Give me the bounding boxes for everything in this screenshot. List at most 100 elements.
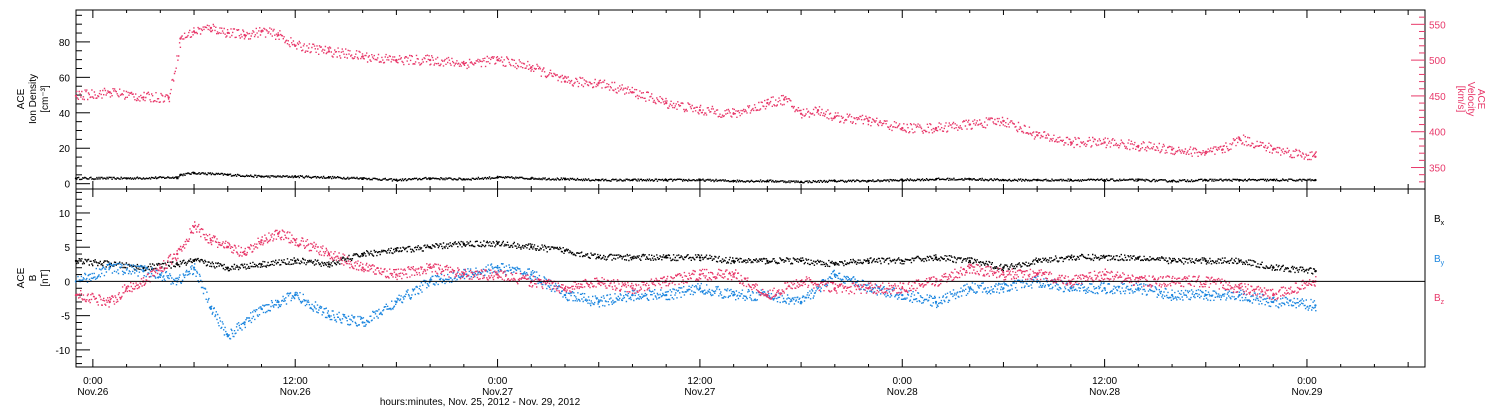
velocity-series-point	[496, 58, 499, 62]
top-left-tick-label: 40	[59, 109, 71, 120]
top-left-ylabel-line2: Ion Density	[28, 74, 39, 124]
ion-density-series-point	[294, 175, 297, 178]
x-tick-time-label: 12:00	[687, 376, 712, 387]
velocity-series-point	[108, 91, 111, 94]
x-tick-time-label: 12:00	[283, 376, 308, 387]
ion-density-series-point	[179, 173, 182, 176]
velocity-series-point	[631, 91, 634, 94]
by-series-point	[833, 273, 836, 276]
bottom-tick-label: 5	[64, 243, 70, 254]
ion-density-series-point	[833, 179, 836, 183]
by-series-point	[732, 293, 735, 297]
bx-series-point	[901, 259, 904, 263]
bz-series-point	[327, 252, 331, 256]
ion-density-series-point	[327, 176, 331, 179]
bx-series-point	[462, 242, 465, 245]
top-left-tick-label: 60	[59, 73, 71, 84]
by-series-point	[563, 293, 567, 297]
bz-series-point	[74, 293, 78, 297]
bx-series-point	[1314, 270, 1317, 273]
velocity-series-point	[816, 109, 820, 112]
by-series-point	[496, 266, 499, 269]
velocity-series-point	[260, 30, 263, 33]
bx-series-point	[327, 263, 331, 266]
by-series-point	[1103, 287, 1106, 290]
bx-series-point	[1002, 266, 1005, 269]
by-series-point	[243, 321, 246, 324]
bz-series-point	[563, 287, 567, 290]
bottom-tick-label: 0	[64, 277, 70, 288]
by-series-point	[327, 314, 331, 317]
top-right-ylabel-line2: Velocity	[1465, 82, 1476, 116]
bx-series-point	[833, 263, 836, 266]
velocity-series-point	[732, 112, 735, 116]
bz-series-point	[631, 287, 634, 290]
top-right-ylabel-line1: ACE	[1475, 89, 1486, 110]
velocity-series-point	[1314, 155, 1317, 158]
ion-density-series-point	[74, 177, 78, 180]
velocity-series-point	[934, 126, 938, 130]
x-tick-date-label: Nov.28	[1089, 387, 1120, 398]
ion-density-series-point	[1069, 178, 1073, 182]
ion-density-series-point	[1272, 178, 1275, 182]
ion-density-series-point	[1314, 178, 1317, 182]
bx-series-point	[294, 259, 297, 263]
bz-series-point	[260, 239, 263, 242]
ion-density-series-point	[428, 177, 432, 180]
velocity-series-point	[766, 101, 769, 105]
top-panel: 0 20 40 60 80 350 400 450 500 550 ACE Ion Densit…	[16, 9, 1486, 191]
bx-series-point	[766, 259, 769, 263]
velocity-series-point	[209, 26, 213, 30]
velocity-series-point	[783, 98, 786, 101]
ion-density-series-point	[496, 176, 499, 179]
x-tick-date-label: Nov.28	[887, 387, 918, 398]
bz-series-point	[462, 273, 465, 276]
bx-series-point	[1204, 259, 1208, 263]
bz-series-point	[192, 225, 196, 228]
ion-density-series-point	[766, 179, 769, 183]
bx-series-point	[1272, 266, 1275, 269]
velocity-series-point	[1272, 148, 1275, 151]
ion-density-series-point	[901, 178, 904, 182]
velocity-series	[76, 23, 1317, 161]
bz-series-point	[766, 293, 769, 297]
by-series-point	[665, 293, 668, 297]
velocity-series-point	[1103, 141, 1106, 144]
bz-series-point	[226, 246, 229, 249]
top-left-ylabel-line1: ACE	[16, 88, 27, 109]
bottom-axis-ticks: -10 -5 0 5 10	[56, 191, 90, 365]
bottom-series	[74, 221, 1317, 340]
by-series-point	[277, 300, 280, 304]
x-tick-date-label: Nov.26	[77, 387, 108, 398]
top-right-tick-label: 350	[1429, 164, 1446, 175]
bx-series-point	[799, 259, 803, 263]
ion-density-series-point	[867, 179, 870, 183]
top-right-tick-label: 500	[1429, 56, 1446, 67]
velocity-series-point	[142, 96, 145, 99]
velocity-series-point	[226, 31, 229, 35]
velocity-series-point	[867, 119, 870, 123]
velocity-series-point	[1238, 137, 1241, 141]
bz-series-point	[176, 252, 179, 256]
ion-density-series-point	[1170, 179, 1174, 183]
by-series-point	[698, 287, 702, 290]
ion-density-series-point	[395, 178, 398, 182]
bz-series-point	[833, 287, 836, 290]
ion-density-series-point	[192, 171, 196, 175]
velocity-series-point	[74, 94, 78, 98]
velocity-series-point	[179, 37, 182, 40]
bottom-ylabel-line2: B	[28, 274, 39, 281]
bz-series-point	[496, 273, 499, 276]
velocity-series-point	[1036, 134, 1039, 137]
velocity-series-point	[1002, 119, 1005, 123]
velocity-series-point	[243, 33, 246, 37]
x-tick-date-label: Nov.26	[280, 387, 311, 398]
velocity-series-point	[327, 50, 331, 53]
bx-series-point	[530, 246, 533, 249]
by-series-point	[192, 266, 196, 269]
ion-density-series-point	[631, 178, 634, 182]
velocity-series-point	[799, 112, 803, 116]
x-tick-date-label: Nov.27	[684, 387, 715, 398]
by-series-point	[1272, 300, 1275, 304]
top-left-axis-ticks: 0 20 40 60 80	[59, 14, 90, 191]
